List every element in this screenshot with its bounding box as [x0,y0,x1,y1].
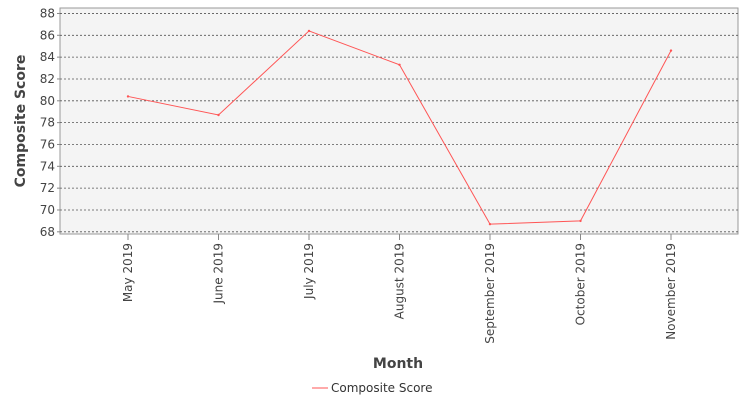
legend: Composite Score [312,381,432,395]
x-tick-label: May 2019 [121,243,135,302]
x-tick-label: July 2019 [302,243,316,300]
x-tick-label: November 2019 [664,243,678,340]
data-point [307,29,311,33]
y-tick-label: 78 [40,116,55,130]
y-tick-label: 74 [40,159,55,173]
y-tick-label: 72 [40,181,55,195]
y-tick-label: 70 [40,203,55,217]
x-tick-label: August 2019 [393,243,407,319]
x-tick-label: June 2019 [212,243,226,305]
y-tick-label: 82 [40,72,55,86]
data-point [488,222,492,226]
data-point [579,219,582,223]
y-axis: 68 70 72 74 76 78 80 82 84 86 88 [40,6,60,239]
y-tick-label: 68 [40,225,55,239]
y-tick-label: 86 [40,28,55,42]
x-axis-title: Month [373,356,423,372]
y-tick-label: 84 [40,50,55,64]
y-tick-label: 88 [40,6,55,20]
plot-area [59,7,739,235]
series-lines [126,29,673,226]
data-point [126,95,130,98]
gridlines [60,13,738,233]
data-point [398,63,401,66]
legend-label: Composite Score [331,381,432,395]
data-point [669,49,673,52]
x-tick-label: October 2019 [574,243,588,325]
x-tick-label: September 2019 [483,243,497,344]
y-tick-label: 76 [40,137,55,151]
y-axis-title: Composite Score [13,55,29,188]
x-axis: May 2019 June 2019 July 2019 August 2019 Sep… [121,234,678,344]
y-tick-label: 80 [40,94,55,108]
data-point [217,113,220,117]
